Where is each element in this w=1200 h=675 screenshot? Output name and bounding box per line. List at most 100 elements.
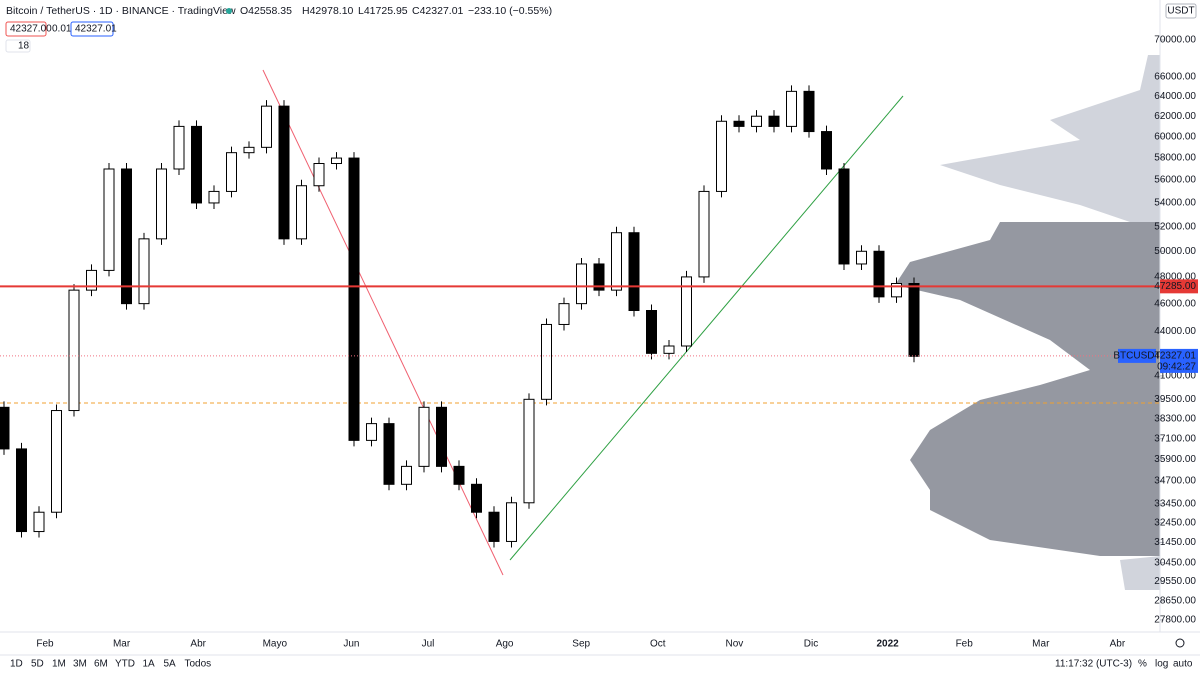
candle xyxy=(208,190,220,204)
candle xyxy=(401,465,412,485)
candle xyxy=(646,310,657,354)
candle xyxy=(138,238,150,305)
candle xyxy=(226,152,237,192)
candle xyxy=(436,406,447,467)
x-tick-label: Sep xyxy=(572,639,590,650)
last-price-badge xyxy=(1160,348,1198,373)
candle xyxy=(366,423,377,441)
candle xyxy=(506,502,517,542)
bid-badge[interactable] xyxy=(5,21,47,37)
symbol-label: BTCUSDT xyxy=(1113,351,1160,362)
volume-profile-bottom xyxy=(1120,556,1160,590)
range-button[interactable]: 5A xyxy=(164,659,177,670)
y-tick-label: 70000.00 xyxy=(1154,35,1196,46)
range-button[interactable]: 5D xyxy=(31,659,44,670)
candle xyxy=(103,168,115,271)
y-tick-label: 64000.00 xyxy=(1154,91,1196,102)
y-tick-label: 28650.00 xyxy=(1154,596,1196,607)
y-tick-label: 31450.00 xyxy=(1154,537,1196,548)
candle xyxy=(68,289,80,412)
candle xyxy=(243,146,255,154)
x-tick-label: Oct xyxy=(650,639,666,650)
y-tick-label: 37100.00 xyxy=(1154,433,1196,444)
candle xyxy=(768,115,780,127)
ask-badge[interactable] xyxy=(70,21,114,37)
indicator-toggle[interactable] xyxy=(5,39,31,53)
ohlc-low: L41725.95 xyxy=(358,5,408,17)
y-tick-label: 27800.00 xyxy=(1154,615,1196,626)
currency-badge[interactable] xyxy=(1165,3,1197,19)
candle xyxy=(908,282,920,357)
candle xyxy=(628,232,640,312)
candle xyxy=(523,398,535,504)
x-tick-label: Mar xyxy=(1032,639,1050,650)
candle xyxy=(278,105,290,240)
candle xyxy=(541,323,552,400)
candle xyxy=(593,263,605,291)
candle xyxy=(191,125,202,204)
indicator-count: 18 xyxy=(18,41,30,52)
range-button[interactable]: 3M xyxy=(73,659,87,670)
y-tick-label: 41000.00 xyxy=(1154,371,1196,382)
candle xyxy=(803,90,815,133)
x-tick-label: Mar xyxy=(113,639,131,650)
x-tick-label: Feb xyxy=(36,639,54,650)
volume-profile-lower xyxy=(895,222,1160,556)
trend-line-up xyxy=(509,95,904,561)
clock: 11:17:32 (UTC-3) xyxy=(1055,659,1132,670)
candle xyxy=(313,163,325,187)
candle xyxy=(698,190,710,278)
candle xyxy=(86,269,97,291)
y-tick-label: 56000.00 xyxy=(1154,175,1196,186)
range-button[interactable]: 1A xyxy=(143,659,156,670)
last-price-label: 42327.01 xyxy=(1154,351,1196,362)
trend-line-down xyxy=(262,69,504,576)
x-tick-label: Abr xyxy=(190,639,206,650)
range-button[interactable]: 1M xyxy=(52,659,66,670)
candle xyxy=(383,423,395,485)
y-tick-label: 54000.00 xyxy=(1154,198,1196,209)
candle xyxy=(121,168,132,305)
x-tick-label: Jun xyxy=(343,639,359,650)
x-tick-label: Dic xyxy=(804,639,818,650)
candle xyxy=(261,105,272,148)
range-button[interactable]: 1D xyxy=(10,659,23,670)
level-label: 47285.00 xyxy=(1154,281,1196,292)
auto-toggle[interactable]: auto xyxy=(1173,659,1193,670)
x-tick-label: Mayo xyxy=(263,639,288,650)
x-tick-label: 2022 xyxy=(876,639,899,650)
candle xyxy=(348,157,360,441)
bid: 42327.00 xyxy=(10,24,52,35)
candle xyxy=(716,120,727,192)
ohlc-change: −233.10 (−0.55%) xyxy=(468,5,552,17)
candle xyxy=(681,276,692,347)
x-tick-label: Ago xyxy=(496,639,514,650)
candle xyxy=(331,157,342,165)
range-button[interactable]: 6M xyxy=(94,659,108,670)
range-button[interactable]: YTD xyxy=(115,659,135,670)
settings-icon[interactable] xyxy=(1175,638,1185,648)
y-tick-label: 48000.00 xyxy=(1154,272,1196,283)
y-tick-label: 35900.00 xyxy=(1154,454,1196,465)
percent-toggle[interactable]: % xyxy=(1138,659,1147,670)
candle xyxy=(0,406,10,450)
x-tick-label: Jul xyxy=(422,639,435,650)
y-tick-label: 58000.00 xyxy=(1154,153,1196,164)
range-button[interactable]: Todos xyxy=(185,659,212,670)
candle xyxy=(33,511,45,533)
log-toggle[interactable]: log xyxy=(1155,659,1168,670)
ohlc-open: O42558.35 xyxy=(240,5,292,17)
y-tick-label: 32450.00 xyxy=(1154,517,1196,528)
y-tick-label: 30450.00 xyxy=(1154,557,1196,568)
candle xyxy=(51,410,62,513)
candle xyxy=(786,90,797,127)
y-tick-label: 60000.00 xyxy=(1154,131,1196,142)
candle xyxy=(558,303,570,325)
level-badge xyxy=(1160,279,1198,294)
y-tick-label: 39500.00 xyxy=(1154,394,1196,405)
candle xyxy=(663,345,675,354)
y-tick-label: 33450.00 xyxy=(1154,498,1196,509)
x-tick-label: Feb xyxy=(956,639,974,650)
candle xyxy=(16,448,27,533)
